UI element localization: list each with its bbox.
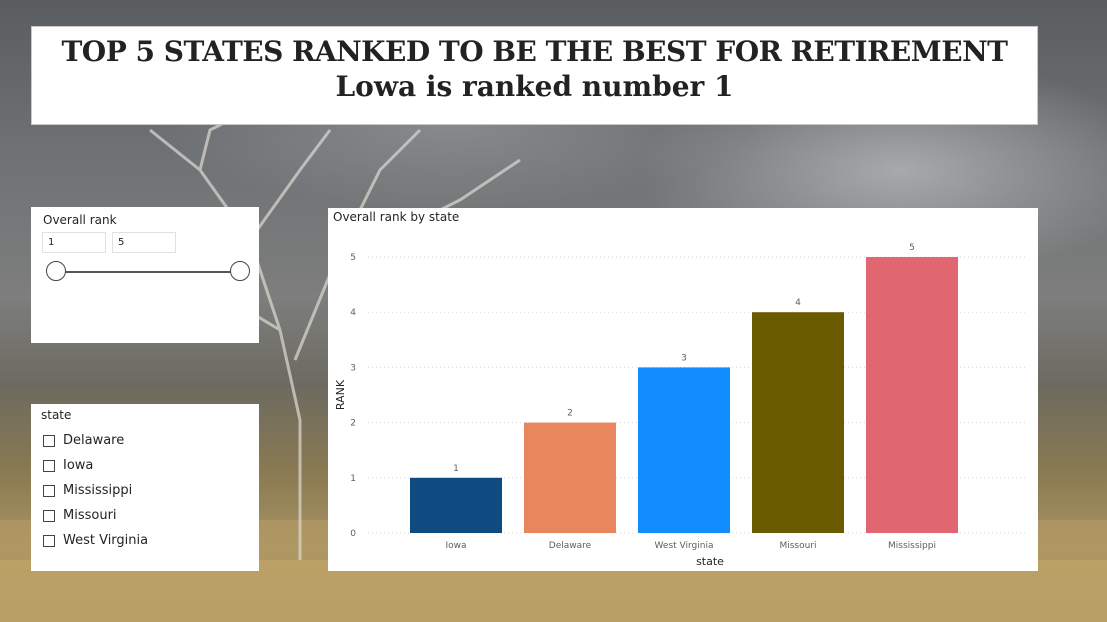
state-option-label: Mississippi (63, 483, 133, 498)
checkbox-icon[interactable] (43, 434, 55, 447)
y-axis-title: RANK (334, 379, 347, 410)
state-option-label: Delaware (63, 433, 125, 448)
bar[interactable] (752, 312, 844, 533)
range-max-input[interactable]: 5 (112, 232, 176, 253)
title-banner: TOP 5 STATES RANKED TO BE THE BEST FOR R… (31, 26, 1038, 125)
data-label: 4 (795, 298, 801, 308)
overall-rank-slicer-title: Overall rank (43, 213, 117, 227)
state-option-label: Missouri (63, 508, 117, 523)
state-list: Delaware Iowa Mississippi Missouri West … (43, 428, 148, 553)
range-slider-track[interactable] (56, 271, 241, 273)
range-slider-min-handle[interactable] (46, 261, 66, 281)
state-option-label: Iowa (63, 458, 94, 473)
bar[interactable] (410, 477, 502, 533)
y-tick-label: 3 (350, 363, 356, 373)
page-title: TOP 5 STATES RANKED TO BE THE BEST FOR R… (61, 35, 1008, 68)
state-option-iowa[interactable]: Iowa (43, 453, 148, 478)
y-tick-label: 0 (350, 529, 356, 539)
state-option-west-virginia[interactable]: West Virginia (43, 528, 148, 553)
y-tick-label: 5 (350, 253, 356, 263)
chart-title: Overall rank by state (333, 210, 459, 224)
data-label: 3 (681, 353, 687, 363)
range-slider-max-handle[interactable] (230, 261, 250, 281)
bars: 1 2 3 4 5 (410, 243, 958, 533)
bar[interactable] (638, 367, 730, 533)
chart-canvas: Overall rank by state 0 1 2 3 4 5 1 2 3 4 5 Iowa D… (333, 210, 1028, 568)
data-label: 1 (453, 464, 459, 474)
rank-bar-chart: Overall rank by state 0 1 2 3 4 5 1 2 3 4 5 Iowa D… (328, 208, 1038, 571)
checkbox-icon[interactable] (43, 459, 55, 472)
y-tick-label: 1 (350, 474, 356, 484)
bar[interactable] (524, 422, 616, 533)
state-slicer: state Delaware Iowa Mississippi Missouri… (31, 404, 259, 571)
data-label: 2 (567, 409, 573, 419)
x-tick-label: Iowa (445, 541, 466, 551)
x-axis-ticks: Iowa Delaware West Virginia Missouri Mississ… (445, 541, 936, 551)
x-axis-title: state (696, 555, 724, 568)
state-option-label: West Virginia (63, 533, 149, 548)
y-tick-label: 2 (350, 419, 356, 429)
bar[interactable] (866, 257, 958, 533)
state-slicer-title: state (41, 408, 72, 422)
state-option-missouri[interactable]: Missouri (43, 503, 148, 528)
checkbox-icon[interactable] (43, 534, 55, 547)
checkbox-icon[interactable] (43, 484, 55, 497)
y-axis-ticks: 0 1 2 3 4 5 (350, 253, 356, 539)
range-min-input[interactable]: 1 (42, 232, 106, 253)
x-tick-label: West Virginia (655, 541, 714, 551)
x-tick-label: Mississippi (888, 541, 936, 551)
checkbox-icon[interactable] (43, 509, 55, 522)
x-tick-label: Delaware (549, 541, 592, 551)
x-tick-label: Missouri (779, 541, 816, 551)
state-option-mississippi[interactable]: Mississippi (43, 478, 148, 503)
data-label: 5 (909, 243, 915, 253)
state-option-delaware[interactable]: Delaware (43, 428, 148, 453)
overall-rank-slicer: Overall rank 1 5 (31, 207, 259, 343)
page-subtitle: Lowa is ranked number 1 (335, 70, 734, 103)
y-tick-label: 4 (350, 308, 356, 318)
